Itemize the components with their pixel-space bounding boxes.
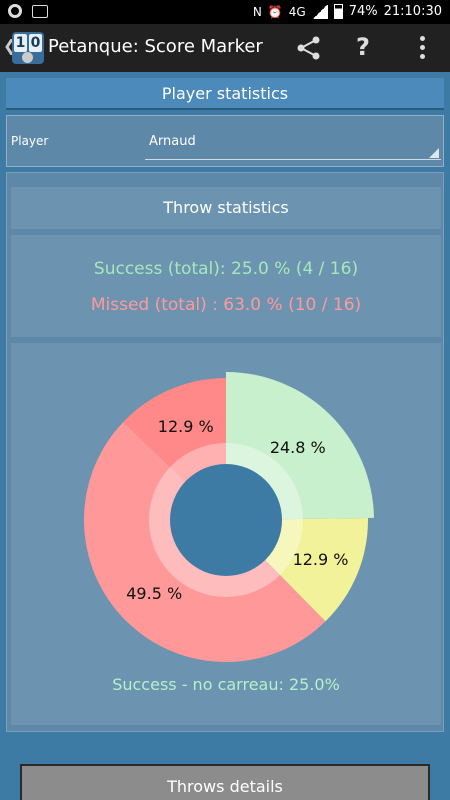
- nfc-icon: N: [252, 4, 262, 19]
- missed-total: Missed (total) : 63.0 % (10 / 16): [90, 295, 362, 315]
- player-select-value: Arnaud: [149, 134, 196, 149]
- help-icon[interactable]: ?: [356, 33, 370, 61]
- pie-chart: 24.8 % 12.9 % 49.5 % 12.9 %: [84, 372, 374, 662]
- signal-icon: [311, 4, 328, 19]
- clock: 21:10:30: [383, 4, 442, 19]
- battery-percent: 74%: [348, 4, 378, 19]
- activity-icon: [32, 4, 48, 18]
- success-no-carreau: Success - no carreau: 25.0%: [112, 675, 340, 694]
- throw-statistics-panel: Throw statistics Success (total): 25.0 %…: [6, 172, 444, 732]
- notification-dot-icon: [8, 4, 22, 18]
- alarm-icon: ⏰: [267, 4, 283, 19]
- player-select[interactable]: Arnaud: [145, 128, 441, 160]
- throw-statistics-header: Throw statistics: [11, 187, 441, 229]
- app-title: Petanque: Score Marker: [48, 36, 263, 57]
- pie-chart-box: 24.8 % 12.9 % 49.5 % 12.9 % Success - no ca…: [11, 343, 441, 725]
- app-logo[interactable]: 1 0: [12, 32, 44, 64]
- logo-digit: 1: [14, 34, 27, 52]
- player-statistics-header: Player statistics: [6, 78, 444, 110]
- pie-slice-label: 49.5 %: [126, 584, 182, 603]
- player-label: Player: [11, 134, 49, 148]
- dropdown-arrow-icon: [429, 148, 439, 158]
- pie-slice-label: 12.9 %: [158, 417, 214, 436]
- player-row: Player Arnaud: [6, 115, 444, 167]
- share-icon[interactable]: [296, 36, 322, 60]
- pie-slice-label: 24.8 %: [270, 438, 326, 457]
- totals-box: Success (total): 25.0 % (4 / 16) Missed …: [11, 235, 441, 337]
- app-bar: ❮ 1 0 Petanque: Score Marker ?: [0, 24, 450, 72]
- more-vert-icon[interactable]: [410, 34, 434, 62]
- donut-hole: [170, 464, 282, 576]
- status-bar: N ⏰ 4G 74% 21:10:30: [0, 0, 450, 24]
- logo-digit: 0: [29, 34, 42, 52]
- boule-icon: [22, 52, 33, 63]
- pie-slice-label: 12.9 %: [293, 550, 349, 569]
- success-total: Success (total): 25.0 % (4 / 16): [93, 259, 359, 279]
- battery-icon: [333, 4, 343, 19]
- network-type: 4G: [288, 4, 306, 19]
- throws-details-button[interactable]: Throws details: [20, 764, 430, 800]
- content-area: Player statistics Player Arnaud Throw st…: [0, 72, 450, 800]
